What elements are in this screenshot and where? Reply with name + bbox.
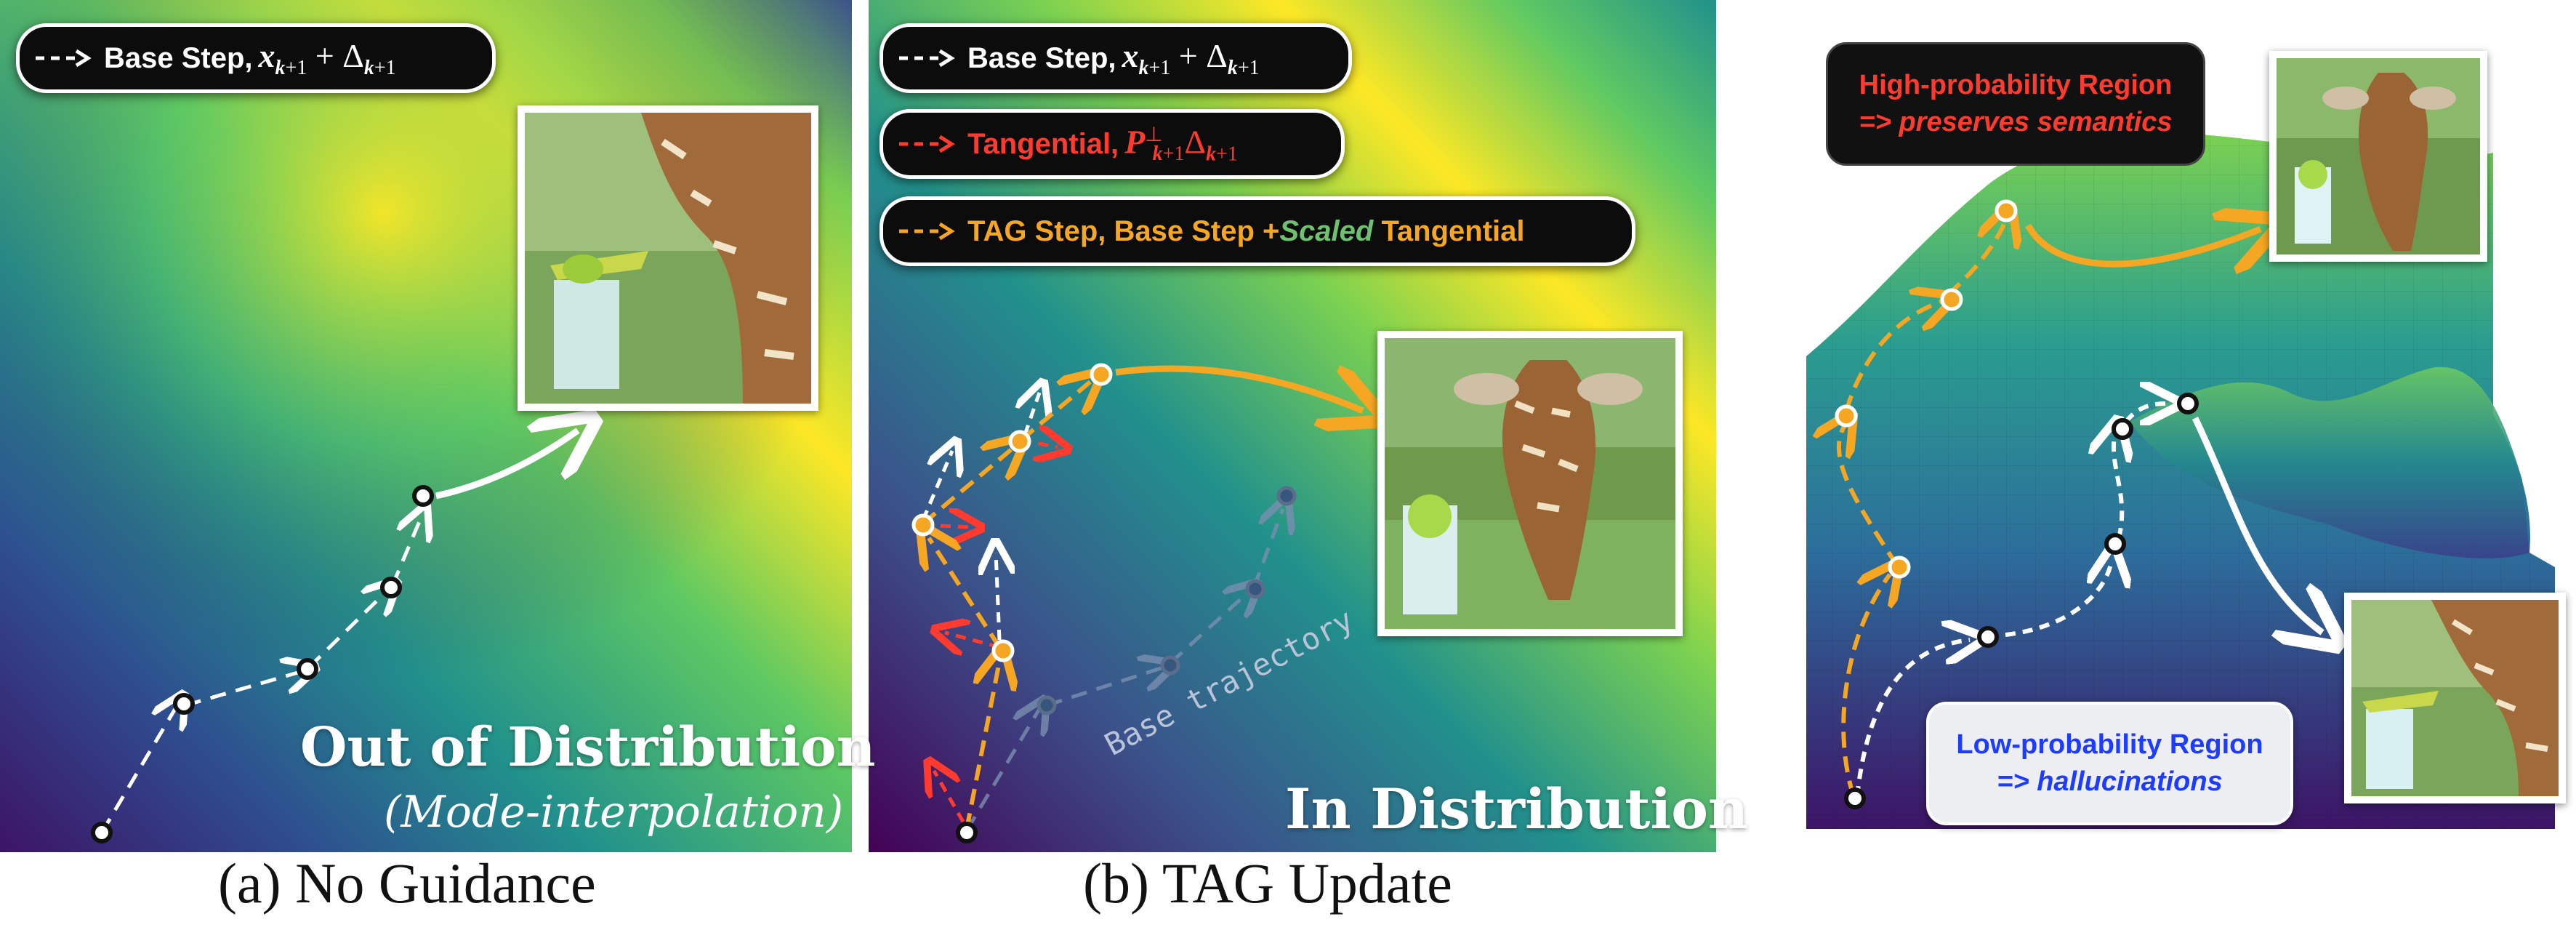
dashed-arrow-icon: [898, 47, 956, 69]
low-probability-region-box: Low-probability Region => hallucinations: [1926, 702, 2293, 825]
giraffe-photo: [525, 113, 811, 404]
trajectory-points-a: [91, 485, 434, 843]
caption-a: (a) No Guidance: [218, 851, 596, 915]
high-probability-region-box: High-probability Region => preserves sem…: [1826, 42, 2205, 166]
legend-base-step-b: Base Step, xk+1 + Δk+1: [880, 23, 1352, 93]
trajectory-points-b: [911, 363, 1113, 843]
giraffe-photo-in-distribution: [1377, 331, 1683, 636]
trajectory-a: [100, 516, 422, 834]
giraffe-photo: [2277, 58, 2480, 254]
tag-steps-b: [923, 382, 1090, 830]
giraffe-photo-low-probability: [2344, 593, 2566, 803]
giraffe-photo-mode-interpolation: [518, 105, 818, 411]
final-step-arrow-a: [435, 430, 578, 500]
final-step-arrow-b: [1115, 369, 1363, 411]
base-trajectory-c: [1855, 404, 2166, 797]
giraffe-photo-high-probability: [2269, 51, 2487, 262]
trajectory-points-c: [1835, 199, 2199, 809]
legend-base-step-a: Base Step, xk+1 + Δk+1: [16, 23, 496, 93]
giraffe-photo: [2351, 600, 2559, 796]
base-trajectory-b: [965, 509, 1283, 832]
mode-interpolation-label: (Mode-interpolation): [384, 787, 844, 838]
final-step-arrow-c-low: [2191, 417, 2322, 633]
dashed-arrow-icon: [34, 47, 92, 69]
caption-b: (b) TAG Update: [1083, 851, 1452, 915]
out-of-distribution-label: Out of Distribution: [300, 716, 876, 779]
legend-tag-step-b: TAG Step, Base Step + Scaled Tangential: [880, 196, 1635, 266]
dashed-arrow-icon: [898, 220, 956, 242]
in-distribution-label: In Distribution: [1285, 777, 1749, 841]
giraffe-photo: [1385, 338, 1675, 629]
dashed-arrow-icon: [898, 133, 956, 155]
final-step-arrow-c-high: [2025, 225, 2261, 264]
secondary-mode-bump: [2130, 366, 2529, 558]
legend-tangential-b: Tangential, P⊥k+1Δk+1: [880, 109, 1345, 179]
tag-trajectory-c: [1839, 218, 2006, 797]
